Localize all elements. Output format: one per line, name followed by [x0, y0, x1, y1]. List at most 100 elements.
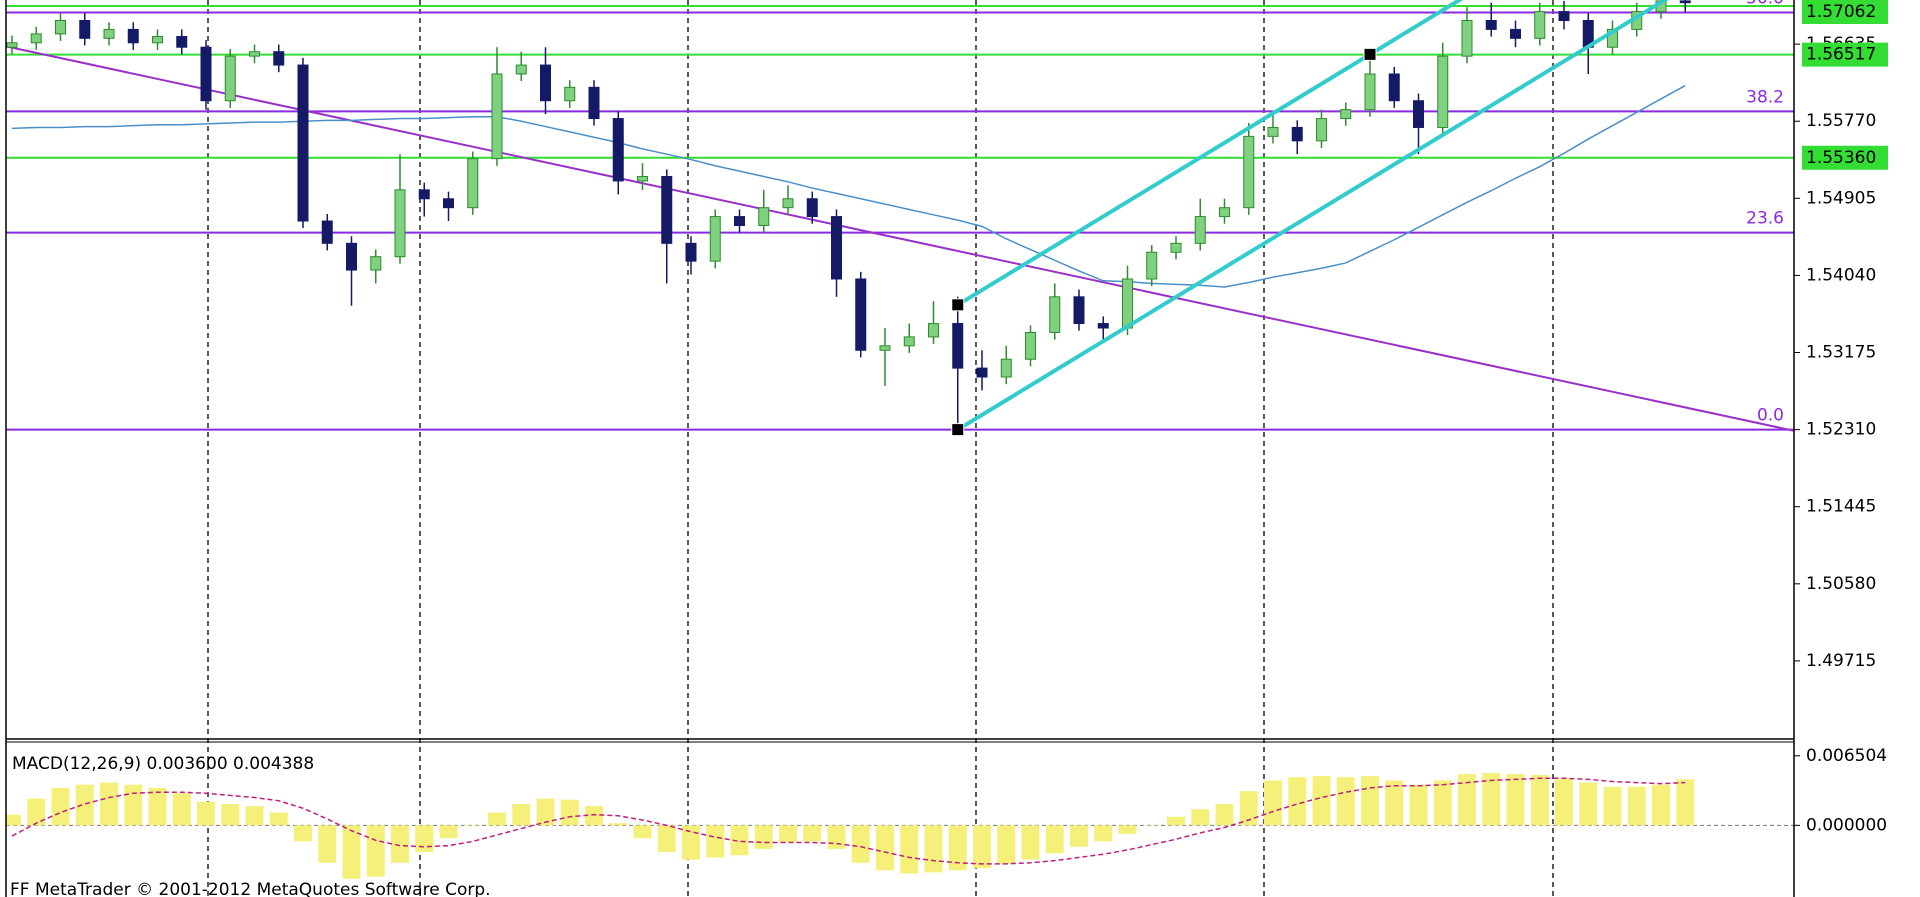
- fib-label: 0.0: [1757, 406, 1784, 426]
- moving-average: [11, 84, 1686, 288]
- macd-bar: [294, 825, 312, 842]
- candle-body: [249, 51, 260, 57]
- fib-label: 38.2: [1746, 87, 1784, 107]
- candle-body: [685, 242, 697, 262]
- candle-body: [1461, 20, 1473, 57]
- macd-bar: [1142, 825, 1161, 826]
- macd-bar: [148, 787, 167, 826]
- macd-bar: [439, 825, 458, 839]
- macd-bar: [1530, 775, 1549, 826]
- candle-body: [564, 86, 576, 102]
- macd-bar: [1312, 776, 1331, 826]
- macd-bar: [1215, 803, 1234, 826]
- y-tick-label: 1.52310: [1806, 420, 1876, 440]
- macd-bar: [488, 812, 506, 826]
- candle-body: [903, 336, 915, 347]
- price-level-label: 1.56517: [1806, 45, 1876, 65]
- candle-body: [1291, 126, 1303, 142]
- macd-bar: [415, 825, 434, 853]
- candle-body: [1437, 55, 1449, 128]
- macd-bar: [100, 782, 118, 826]
- candle-body: [1485, 20, 1497, 30]
- macd-bar: [1191, 809, 1210, 826]
- macd-bar: [1603, 786, 1622, 826]
- candle-body: [152, 36, 163, 44]
- candle-body: [1364, 73, 1376, 111]
- macd-bar: [1579, 782, 1598, 826]
- candle-body: [273, 51, 285, 66]
- macd-bar: [876, 825, 894, 871]
- macd-bar: [997, 825, 1016, 864]
- y-tick-label: 1.50580: [1806, 574, 1876, 594]
- channel-anchor: [951, 423, 965, 437]
- candle-body: [1194, 216, 1206, 244]
- macd-bar: [754, 825, 773, 849]
- macd-pane: [6, 772, 1794, 879]
- candle-body: [1340, 109, 1352, 120]
- candle-body: [103, 28, 115, 39]
- candle-body: [467, 158, 479, 209]
- candle-body: [30, 33, 42, 44]
- fib-label: 23.6: [1746, 209, 1784, 229]
- candle-body: [976, 367, 988, 378]
- candle-body: [758, 207, 770, 227]
- macd-bar: [1167, 816, 1185, 826]
- macd-bar: [1506, 774, 1525, 826]
- macd-bar: [27, 798, 46, 826]
- candle-body: [855, 278, 867, 351]
- candle-body: [1388, 73, 1400, 102]
- candle-body: [370, 256, 382, 271]
- candle-body: [1534, 11, 1546, 39]
- candle-body: [321, 220, 333, 244]
- macd-bar: [1288, 777, 1307, 826]
- macd-bar: [948, 825, 967, 871]
- candle-body: [1025, 331, 1036, 360]
- y-tick-label: 1.54040: [1806, 265, 1876, 285]
- footer: FF MetaTrader © 2001-2012 MetaQuotes Sof…: [10, 880, 491, 897]
- candle-body: [637, 175, 648, 182]
- signal-line: [11, 777, 1686, 865]
- candle-body: [1558, 11, 1570, 21]
- macd-bar: [1555, 778, 1573, 826]
- macd-bar: [900, 825, 919, 874]
- channel-line: [956, 0, 1669, 432]
- macd-bar: [682, 825, 700, 860]
- macd-bar: [463, 825, 482, 826]
- main-pane: [6, 0, 1794, 437]
- candle-body: [952, 323, 964, 369]
- macd-bar: [1409, 784, 1428, 826]
- candle-body: [1122, 278, 1133, 329]
- candle-body: [297, 64, 309, 222]
- candle-body: [928, 323, 939, 338]
- macd-bar: [1045, 825, 1064, 854]
- candle-body: [734, 216, 745, 227]
- channel-anchor: [951, 298, 965, 312]
- y-tick-label: 1.53175: [1806, 343, 1876, 363]
- price-level-label: 1.57062: [1806, 2, 1876, 22]
- macd-bar: [342, 825, 361, 879]
- fib-label: 50.0: [1746, 0, 1784, 8]
- candle-body: [418, 189, 430, 200]
- macd-bar: [585, 806, 603, 826]
- y-tick-label: 1.55770: [1806, 111, 1876, 131]
- macd-bar: [633, 825, 652, 839]
- macd-bar: [6, 814, 21, 826]
- candle-body: [1146, 251, 1158, 280]
- macd-bar: [730, 825, 749, 856]
- macd-bar: [827, 825, 846, 849]
- y-tick-label: 1.51445: [1806, 497, 1876, 517]
- macd-bar: [1361, 776, 1379, 826]
- candle-body: [1267, 126, 1279, 137]
- candle-body: [1000, 358, 1012, 378]
- candle-body: [127, 28, 139, 44]
- macd-bar: [1458, 774, 1476, 826]
- macd-bar: [1627, 786, 1646, 826]
- candle-body: [1510, 28, 1521, 39]
- macd-bar: [924, 825, 943, 873]
- macd-bar: [560, 799, 579, 826]
- macd-bar: [706, 825, 725, 858]
- macd-bar: [269, 812, 288, 826]
- candle-body: [806, 198, 818, 218]
- candle-body: [661, 175, 673, 244]
